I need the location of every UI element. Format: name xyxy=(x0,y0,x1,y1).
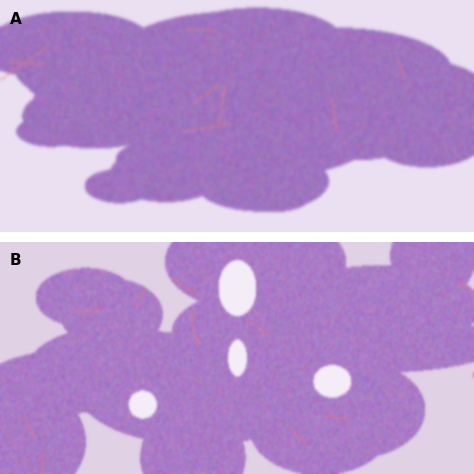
Text: B: B xyxy=(9,253,21,268)
Text: A: A xyxy=(9,12,21,27)
